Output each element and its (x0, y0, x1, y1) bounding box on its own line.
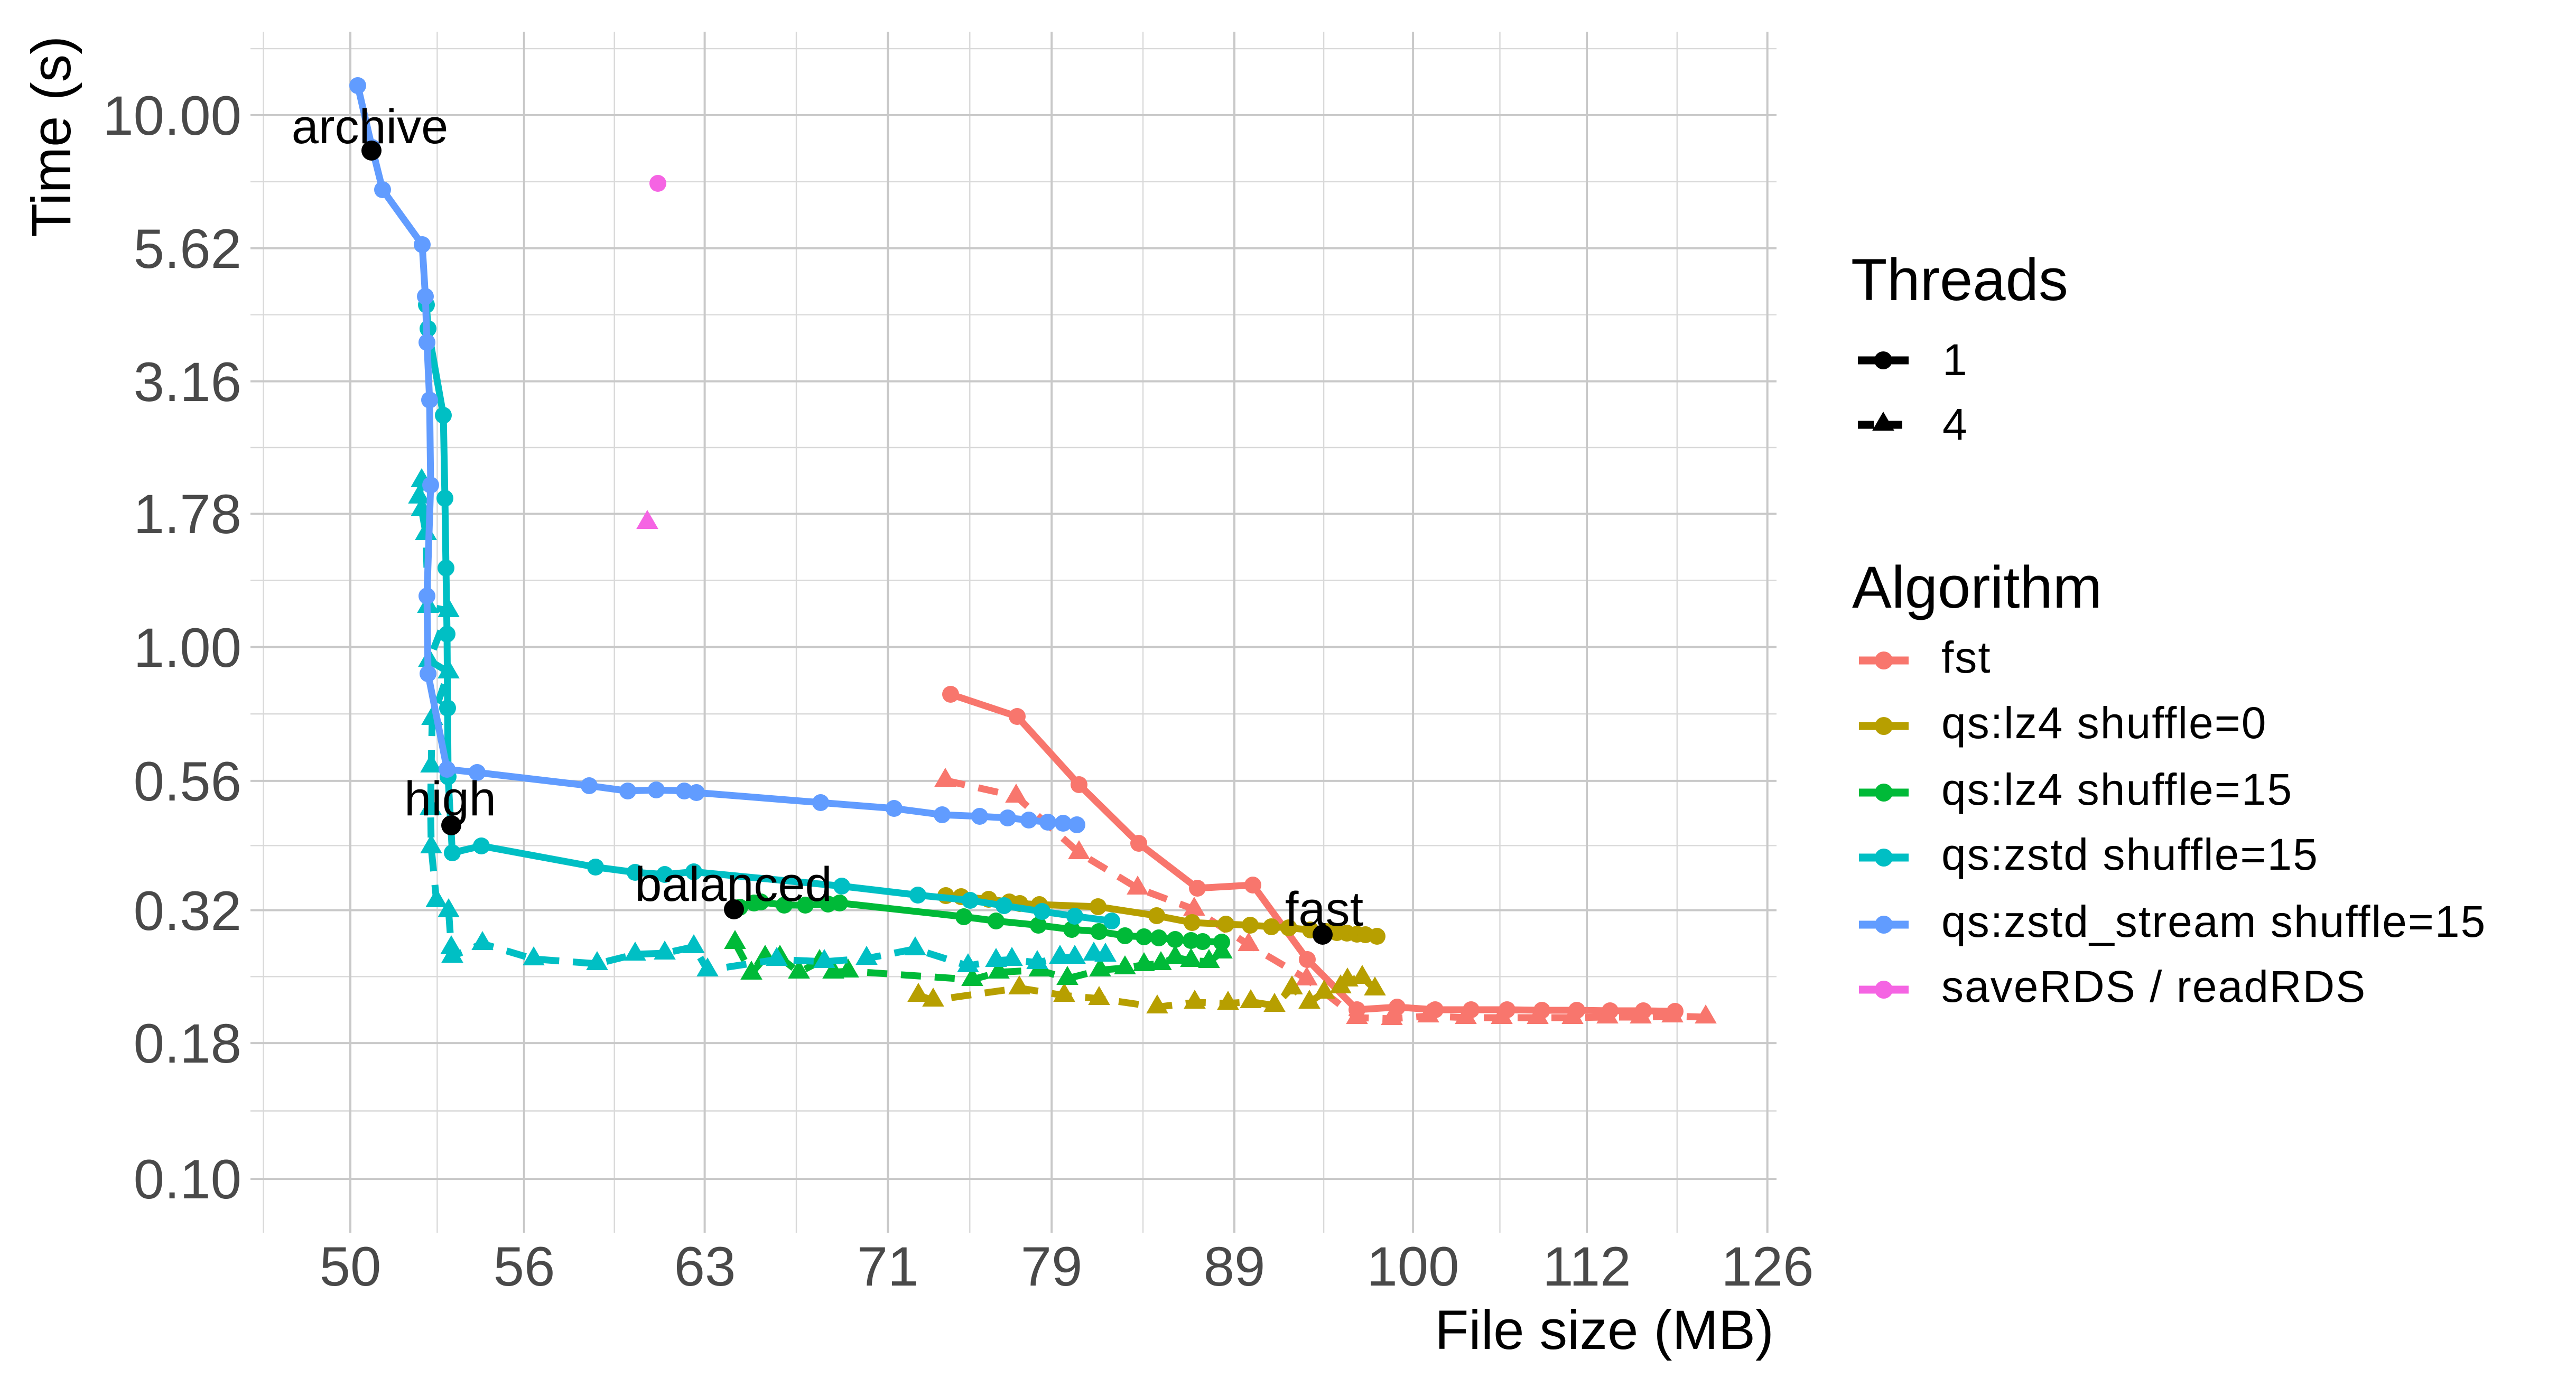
svg-text:high: high (404, 772, 496, 826)
svg-text:126: 126 (1721, 1236, 1814, 1298)
svg-text:56: 56 (494, 1236, 555, 1298)
svg-text:0.10: 0.10 (134, 1149, 241, 1211)
svg-text:qs:lz4 shuffle=15: qs:lz4 shuffle=15 (1941, 765, 2293, 814)
svg-text:1.00: 1.00 (134, 617, 241, 679)
svg-text:qs:zstd shuffle=15: qs:zstd shuffle=15 (1941, 830, 2319, 879)
svg-text:0.56: 0.56 (134, 751, 241, 813)
svg-text:4: 4 (1942, 399, 1967, 449)
svg-text:Time (s): Time (s) (21, 36, 82, 237)
svg-text:79: 79 (1021, 1236, 1083, 1298)
svg-text:5.62: 5.62 (134, 218, 241, 280)
svg-text:archive: archive (292, 100, 449, 154)
svg-text:File size (MB): File size (MB) (1435, 1299, 1774, 1361)
svg-text:3.16: 3.16 (134, 351, 241, 413)
svg-text:balanced: balanced (635, 858, 832, 911)
svg-text:71: 71 (857, 1236, 919, 1298)
svg-text:1.78: 1.78 (134, 483, 241, 545)
svg-text:63: 63 (674, 1236, 736, 1298)
svg-text:0.18: 0.18 (134, 1013, 241, 1075)
svg-text:50: 50 (320, 1236, 382, 1298)
svg-text:0.32: 0.32 (134, 880, 241, 942)
svg-text:fast: fast (1285, 882, 1363, 936)
svg-text:112: 112 (1542, 1236, 1631, 1298)
svg-text:qs:zstd_stream shuffle=15: qs:zstd_stream shuffle=15 (1941, 897, 2486, 946)
svg-text:qs:lz4 shuffle=0: qs:lz4 shuffle=0 (1941, 698, 2267, 748)
svg-text:Threads: Threads (1851, 247, 2068, 313)
svg-text:saveRDS / readRDS: saveRDS / readRDS (1941, 962, 2366, 1011)
svg-text:fst: fst (1941, 632, 1992, 682)
svg-text:89: 89 (1204, 1236, 1266, 1298)
svg-text:Algorithm: Algorithm (1852, 554, 2102, 620)
svg-text:100: 100 (1366, 1236, 1459, 1298)
svg-text:10.00: 10.00 (103, 85, 241, 147)
svg-text:1: 1 (1942, 335, 1967, 385)
